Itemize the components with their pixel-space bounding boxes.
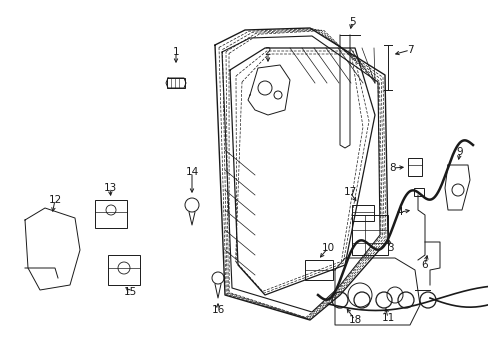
Text: 10: 10: [321, 243, 334, 253]
Bar: [413, 188, 423, 196]
Bar: [108, 255, 140, 285]
Bar: [167, 78, 184, 88]
Bar: [351, 215, 387, 255]
Text: 4: 4: [396, 207, 403, 217]
Text: 9: 9: [456, 147, 462, 157]
Bar: [351, 205, 373, 221]
Text: 8: 8: [389, 163, 395, 173]
Text: 16: 16: [211, 305, 224, 315]
Text: 11: 11: [381, 313, 394, 323]
Text: 1: 1: [172, 47, 179, 57]
Bar: [305, 260, 332, 280]
Text: 17: 17: [343, 187, 356, 197]
Text: 5: 5: [348, 17, 355, 27]
Bar: [95, 200, 127, 228]
Text: 12: 12: [48, 195, 61, 205]
Text: 7: 7: [406, 45, 412, 55]
Text: 3: 3: [386, 243, 392, 253]
Text: 15: 15: [123, 287, 136, 297]
Text: 6: 6: [421, 260, 427, 270]
Text: 18: 18: [347, 315, 361, 325]
Text: 13: 13: [103, 183, 116, 193]
Text: 14: 14: [185, 167, 198, 177]
Text: 2: 2: [264, 47, 271, 57]
Bar: [407, 158, 421, 176]
